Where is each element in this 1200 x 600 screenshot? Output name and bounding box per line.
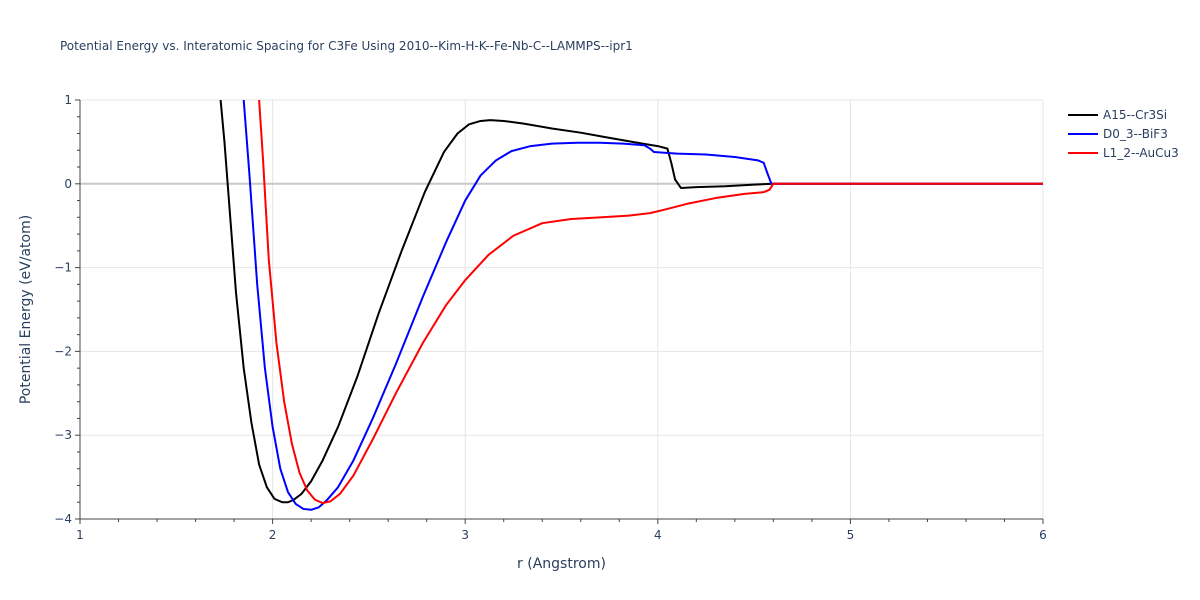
x-tick-label: 4 <box>654 528 662 542</box>
legend-label: L1_2--AuCu3 <box>1103 146 1179 160</box>
chart-title: Potential Energy vs. Interatomic Spacing… <box>60 39 633 53</box>
series-group <box>219 100 1043 511</box>
plot-area <box>219 100 1043 511</box>
y-tick-label: −2 <box>54 344 72 358</box>
y-tick-label: 0 <box>64 177 72 191</box>
grid <box>80 99 1044 519</box>
x-tick-label: 2 <box>269 528 277 542</box>
y-tick-label: 1 <box>64 93 72 107</box>
series-line-2 <box>242 100 1043 511</box>
series-line-3 <box>258 100 1043 505</box>
tick-labels: 1 2 3 4 5 6 1 0 −1 −2 −3 −4 <box>54 93 1047 542</box>
x-tick-label: 6 <box>1039 528 1047 542</box>
x-tick-label: 5 <box>847 528 855 542</box>
y-tick-label: −1 <box>54 261 72 275</box>
legend-label: A15--Cr3Si <box>1103 108 1167 122</box>
x-axis-title: r (Angstrom) <box>517 556 606 572</box>
legend: A15--Cr3Si D0_3--BiF3 L1_2--AuCu3 <box>1068 108 1179 160</box>
x-tick-label: 3 <box>461 528 469 542</box>
y-tick-label: −4 <box>54 512 72 526</box>
y-axis-title: Potential Energy (eV/atom) <box>18 215 34 404</box>
y-tick-label: −3 <box>54 428 72 442</box>
legend-label: D0_3--BiF3 <box>1103 127 1168 141</box>
series-line-1 <box>219 100 1043 504</box>
axes <box>75 99 1044 524</box>
x-tick-label: 1 <box>76 528 84 542</box>
